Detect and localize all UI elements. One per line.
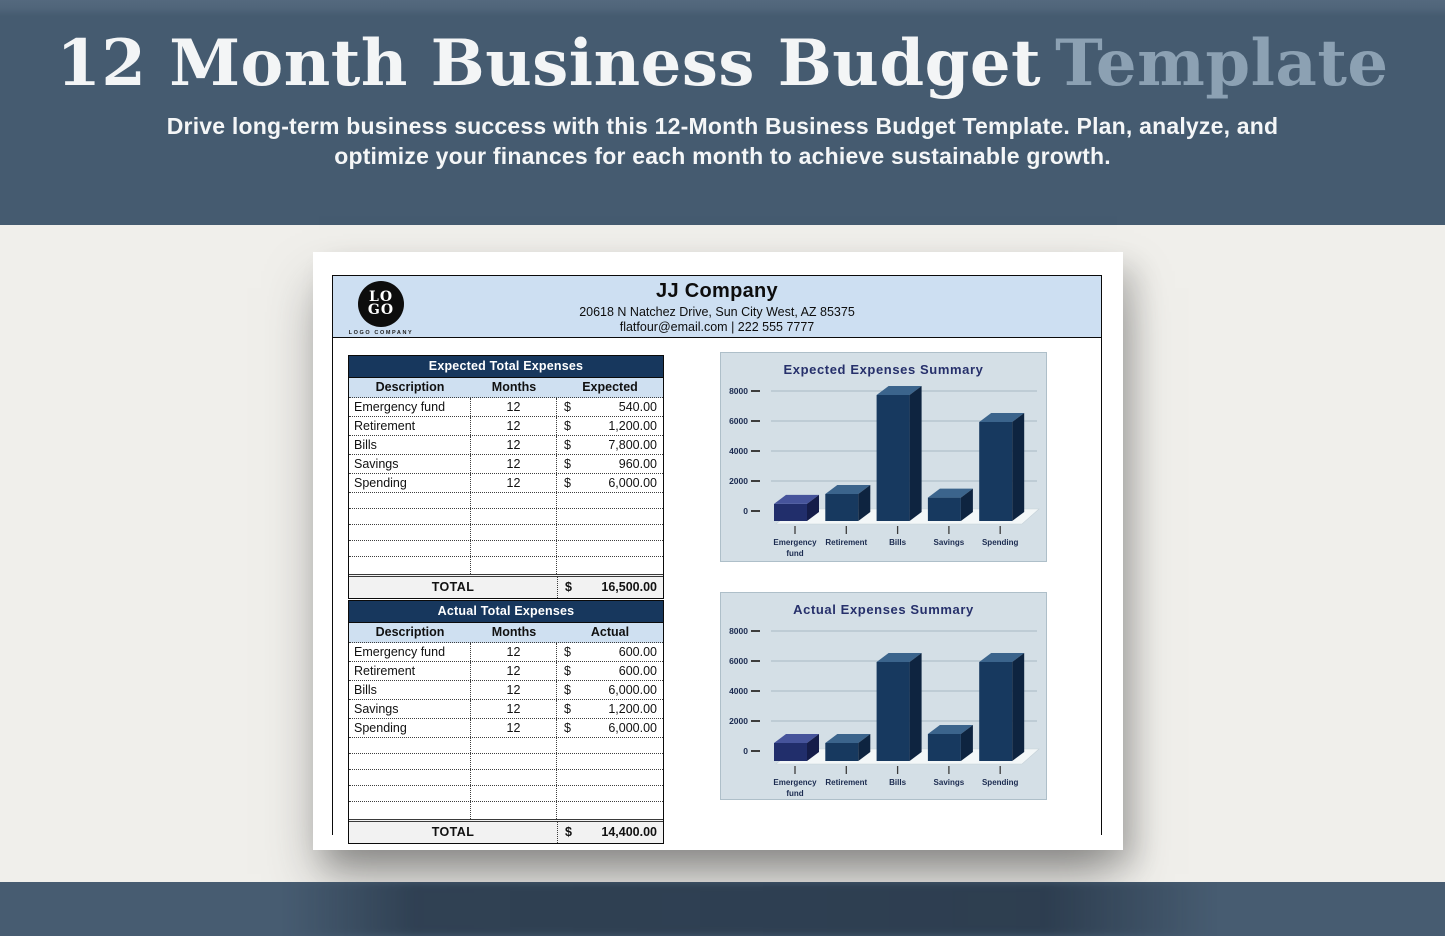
chart-title: Expected Expenses Summary xyxy=(783,362,984,377)
empty-table-row xyxy=(349,525,663,541)
column-header-description: Description xyxy=(375,380,445,394)
table-row: Emergency fund 12 $600.00 xyxy=(349,643,663,662)
table-row: Bills 12 $6,000.00 xyxy=(349,681,663,700)
svg-text:Savings: Savings xyxy=(934,538,965,547)
column-header-actual: Actual xyxy=(590,625,630,639)
empty-table-row xyxy=(349,541,663,557)
svg-text:8000: 8000 xyxy=(729,626,748,636)
column-header-description: Description xyxy=(375,625,445,639)
expected-expenses-chart: Expected Expenses Summary 0 2000 4000 6000 8… xyxy=(720,352,1047,562)
actual-expenses-chart: Actual Expenses Summary 0 2000 4000 6000 800… xyxy=(720,592,1047,800)
svg-text:Spending: Spending xyxy=(982,778,1019,787)
expected-expenses-table: Expected Total Expenses Description Mont… xyxy=(348,355,664,599)
table-column-headers: Description Months Actual xyxy=(349,623,663,643)
table-row: Savings 12 $960.00 xyxy=(349,455,663,474)
company-address: 20618 N Natchez Drive, Sun City West, AZ… xyxy=(579,305,855,319)
chart-title: Actual Expenses Summary xyxy=(793,602,974,617)
svg-text:Bills: Bills xyxy=(889,538,906,547)
actual-expenses-table: Actual Total Expenses Description Months… xyxy=(348,600,664,844)
page-title-main: 12 Month Business Budget xyxy=(56,26,1042,101)
company-info: JJ Company 20618 N Natchez Drive, Sun Ci… xyxy=(333,280,1101,334)
empty-table-row xyxy=(349,754,663,770)
empty-table-row xyxy=(349,738,663,754)
bar-chart-3d: 0 2000 4000 6000 8000 Emergency fund Retirement… xyxy=(729,386,1040,558)
bottom-band xyxy=(0,882,1445,936)
empty-table-row xyxy=(349,557,663,574)
expected-total-value: 16,500.00 xyxy=(601,580,657,594)
empty-table-row xyxy=(349,802,663,819)
svg-text:2000: 2000 xyxy=(729,476,748,486)
company-logo: LO GO LOGO COMPANY xyxy=(345,281,417,336)
svg-text:Retirement: Retirement xyxy=(825,538,867,547)
table-row: Bills 12 $7,800.00 xyxy=(349,436,663,455)
column-header-months: Months xyxy=(491,625,537,639)
logo-caption: LOGO COMPANY xyxy=(348,330,414,336)
spreadsheet-area: JJ Company 20618 N Natchez Drive, Sun Ci… xyxy=(332,275,1102,844)
company-contact: flatfour@email.com | 222 555 7777 xyxy=(619,320,815,334)
page-subtitle: Drive long-term business success with th… xyxy=(166,113,1279,170)
empty-table-row xyxy=(349,509,663,525)
svg-text:8000: 8000 xyxy=(729,386,748,396)
page-title: 12 Month Business Budget Template xyxy=(0,0,1445,97)
svg-text:Savings: Savings xyxy=(934,778,965,787)
bar-chart-3d: 0 2000 4000 6000 8000 Emergency fund Retirement… xyxy=(729,626,1040,798)
table-row: Retirement 12 $600.00 xyxy=(349,662,663,681)
card-cast-shadow xyxy=(285,882,1215,936)
company-header: JJ Company 20618 N Natchez Drive, Sun Ci… xyxy=(333,276,1101,338)
table-row: Spending 12 $6,000.00 xyxy=(349,474,663,493)
hero-banner: 12 Month Business Budget Template Drive l… xyxy=(0,0,1445,225)
empty-table-row xyxy=(349,786,663,802)
total-row: TOTAL $14,400.00 xyxy=(349,819,663,843)
svg-text:2000: 2000 xyxy=(729,716,748,726)
empty-table-row xyxy=(349,493,663,509)
template-preview-card: JJ Company 20618 N Natchez Drive, Sun Ci… xyxy=(313,252,1123,850)
column-header-expected: Expected xyxy=(582,380,638,394)
svg-text:6000: 6000 xyxy=(729,416,748,426)
empty-table-row xyxy=(349,770,663,786)
table-row: Savings 12 $1,200.00 xyxy=(349,700,663,719)
actual-total-value: 14,400.00 xyxy=(601,825,657,839)
svg-text:0: 0 xyxy=(743,506,748,516)
page-title-accent: Template xyxy=(1055,26,1389,101)
svg-text:Bills: Bills xyxy=(889,778,906,787)
svg-text:4000: 4000 xyxy=(729,686,748,696)
table-row: Retirement 12 $1,200.00 xyxy=(349,417,663,436)
total-row: TOTAL $16,500.00 xyxy=(349,574,663,598)
table-row: Emergency fund 12 $540.00 xyxy=(349,398,663,417)
table-title: Expected Total Expenses xyxy=(349,356,663,378)
table-column-headers: Description Months Expected xyxy=(349,378,663,398)
svg-text:0: 0 xyxy=(743,746,748,756)
svg-text:Spending: Spending xyxy=(982,538,1019,547)
svg-text:4000: 4000 xyxy=(729,446,748,456)
logo-icon: LO GO xyxy=(358,281,404,327)
column-header-months: Months xyxy=(491,380,537,394)
company-name: JJ Company xyxy=(656,280,778,302)
svg-text:Retirement: Retirement xyxy=(825,778,867,787)
table-title: Actual Total Expenses xyxy=(349,601,663,623)
table-row: Spending 12 $6,000.00 xyxy=(349,719,663,738)
svg-text:6000: 6000 xyxy=(729,656,748,666)
